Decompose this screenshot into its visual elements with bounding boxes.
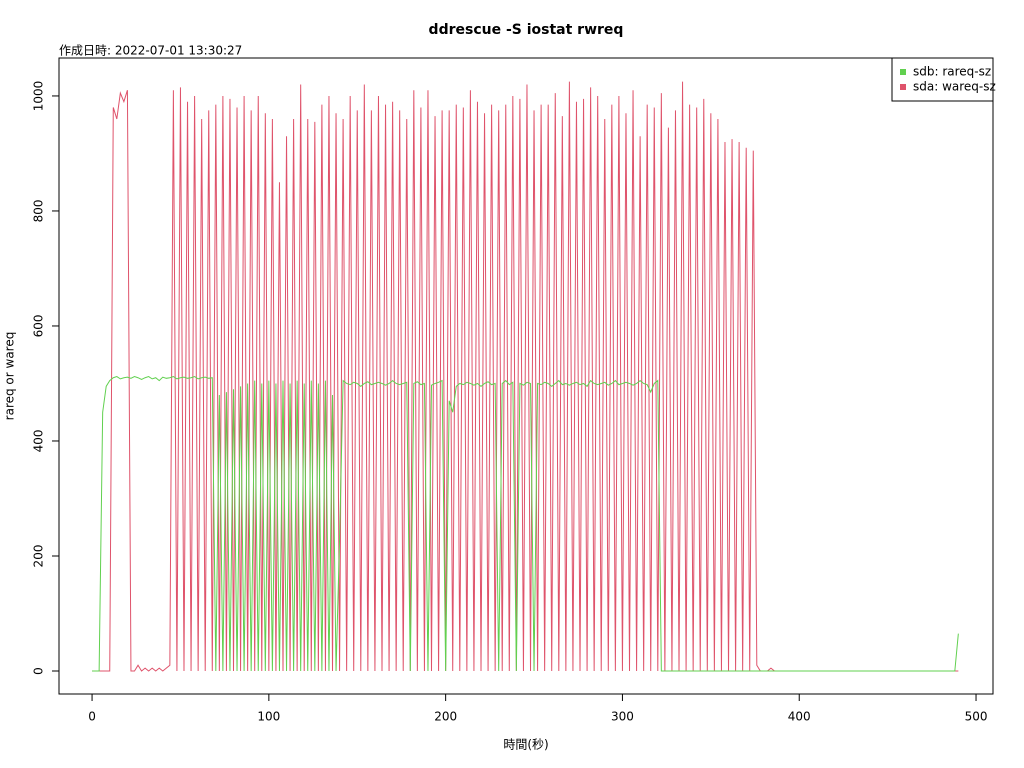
y-axis-label: rareq or wareq (3, 332, 17, 421)
y-tick-label: 600 (32, 315, 46, 338)
x-tick-label: 0 (88, 710, 96, 724)
series-line (92, 376, 959, 672)
legend-label: sda: wareq-sz (913, 80, 996, 94)
x-tick-label: 500 (965, 710, 988, 724)
x-tick-label: 300 (611, 710, 634, 724)
y-tick-label: 400 (32, 430, 46, 453)
legend-swatch (900, 84, 906, 90)
y-tick-label: 200 (32, 545, 46, 568)
x-axis-label: 時間(秒) (503, 738, 548, 752)
legend-label: sdb: rareq-sz (913, 65, 991, 79)
y-tick-label: 800 (32, 200, 46, 223)
legend-swatch (900, 69, 906, 75)
y-tick-label: 1000 (32, 81, 46, 112)
x-tick-label: 200 (434, 710, 457, 724)
legend-box (891, 57, 994, 102)
y-tick-label: 0 (32, 667, 46, 675)
x-tick-label: 400 (788, 710, 811, 724)
x-tick-label: 100 (257, 710, 280, 724)
chart-subtitle: 作成日時: 2022-07-01 13:30:27 (59, 44, 242, 58)
chart-title: ddrescue -S iostat rwreq (429, 22, 624, 38)
plot-frame (58, 57, 994, 695)
